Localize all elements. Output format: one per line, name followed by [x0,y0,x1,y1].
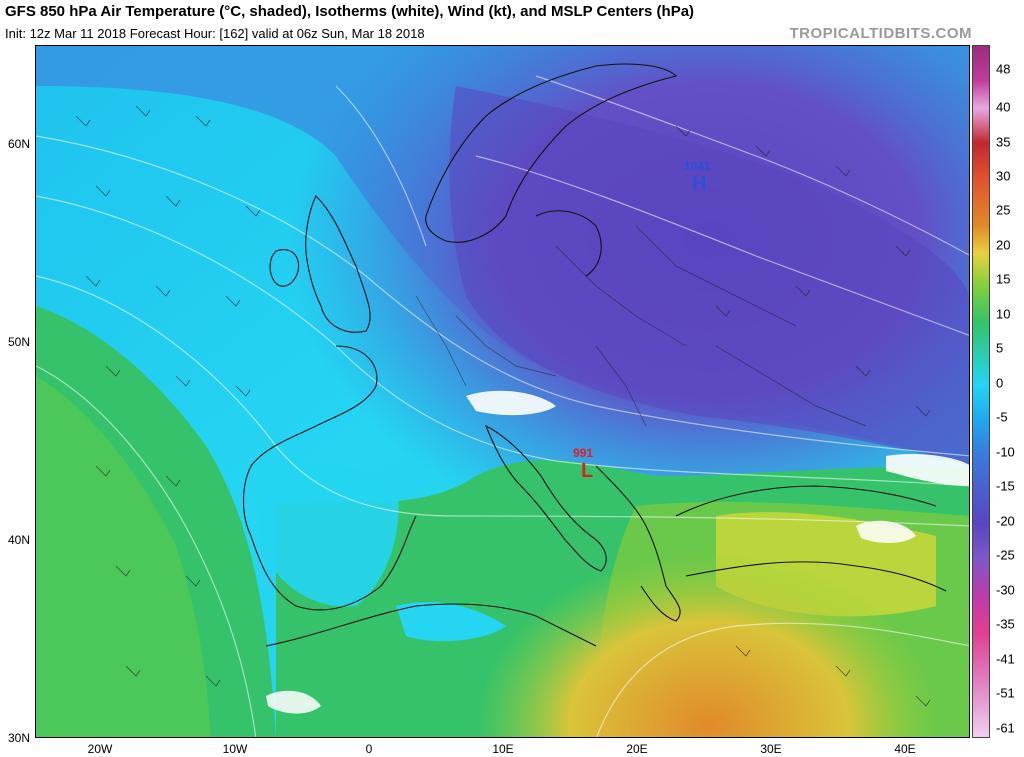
lon-label-40e: 40E [894,742,916,756]
colorbar-label-minus51: -51 [996,685,1015,701]
lat-label-30n: 30N [7,731,30,745]
lat-label-50n: 50N [7,335,30,349]
colorbar-label-minus15: -15 [996,478,1015,494]
colorbar-label-minus61: -61 [996,720,1015,736]
colorbar-label-minus35: -35 [996,616,1015,632]
colorbar-label-5: 5 [996,340,1004,356]
colorbar-label-minus25: -25 [996,547,1015,563]
map-canvas [36,46,969,737]
lon-label-10e: 10E [492,742,514,756]
lon-label-0: 0 [365,742,373,756]
colorbar-label-minus5: -5 [996,409,1008,425]
lon-label-10w: 10W [222,742,248,756]
colorbar-label-20: 20 [996,237,1011,253]
colorbar-label-minus10: -10 [996,444,1015,460]
colorbar-label-40: 40 [996,99,1011,115]
lon-label-20w: 20W [87,742,113,756]
lon-label-30e: 30E [760,742,782,756]
colorbar-label-30: 30 [996,168,1011,184]
high-pressure-symbol: H [692,173,707,195]
colorbar-label-48: 48 [996,61,1011,77]
low-pressure-value: 991 [573,446,594,460]
chart-title: GFS 850 hPa Air Temperature (°C, shaded)… [5,3,695,20]
high-pressure-value: 1041 [684,159,711,173]
chart-subtitle: Init: 12z Mar 11 2018 Forecast Hour: [16… [5,26,425,41]
colorbar-label-0: 0 [996,375,1004,391]
lon-label-20e: 20E [626,742,648,756]
lat-label-60n: 60N [7,137,30,151]
brand-label: TROPICALTIDBITS.COM [789,25,972,42]
colorbar-label-35: 35 [996,134,1011,150]
temperature-colorbar [972,45,990,738]
colorbar-label-minus20: -20 [996,513,1015,529]
colorbar-label-minus41: -41 [996,651,1015,667]
colorbar-label-15: 15 [996,271,1011,287]
colorbar-label-minus30: -30 [996,582,1015,598]
colorbar-label-10: 10 [996,306,1011,322]
temperature-map: 1041 H 991 L [35,45,970,738]
low-pressure-symbol: L [581,460,594,482]
lat-label-40n: 40N [7,533,30,547]
colorbar-label-25: 25 [996,202,1011,218]
